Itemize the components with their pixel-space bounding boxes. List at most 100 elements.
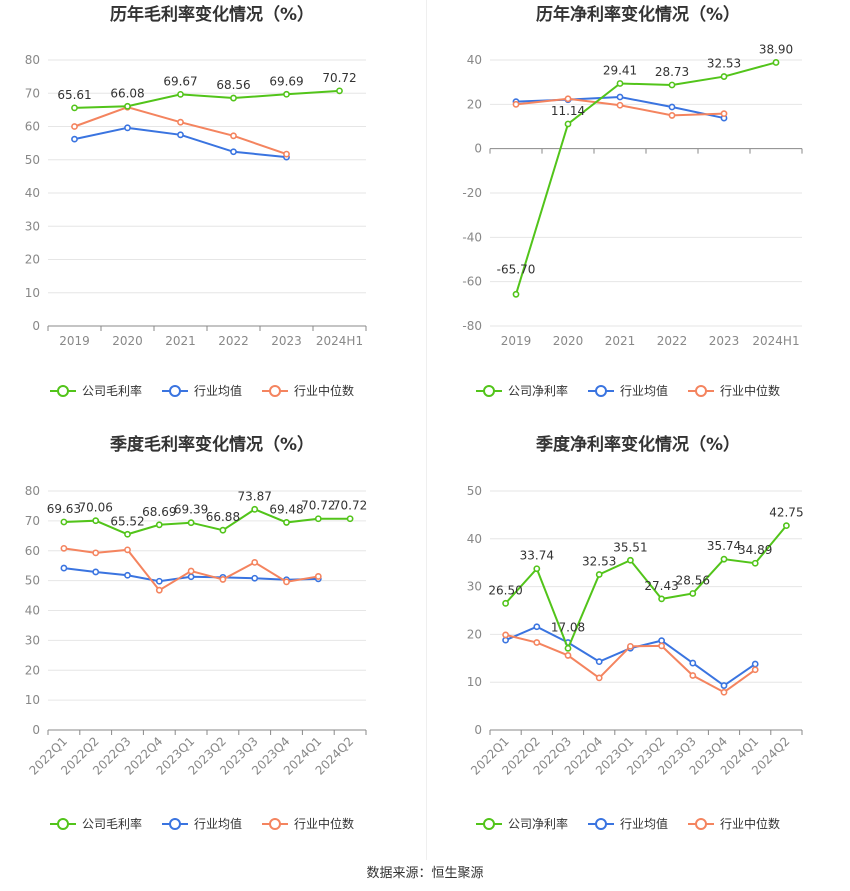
data-point-industry_median[interactable] xyxy=(219,576,227,583)
legend-item-industry_avg[interactable]: 行业均值 xyxy=(588,383,668,398)
data-point-industry_avg[interactable] xyxy=(177,131,184,139)
legend-item-industry_avg[interactable]: 行业均值 xyxy=(588,816,668,831)
legend-marker xyxy=(595,385,607,397)
data-point-industry_avg[interactable] xyxy=(187,573,195,581)
data-point-industry_median[interactable] xyxy=(314,573,322,580)
data-point-industry_avg[interactable] xyxy=(502,636,509,644)
legend-marker xyxy=(595,818,607,830)
data-point-industry_median[interactable] xyxy=(720,110,728,118)
legend-marker xyxy=(169,818,181,830)
legend-item-industry_avg[interactable]: 行业均值 xyxy=(162,816,242,831)
data-point-industry_avg[interactable] xyxy=(124,571,131,579)
data-point-industry_avg[interactable] xyxy=(533,623,541,631)
data-point-industry_median[interactable] xyxy=(720,688,728,696)
data-point-industry_avg[interactable] xyxy=(71,135,78,143)
legend-item-industry_avg[interactable]: 行业均值 xyxy=(162,383,242,398)
y-tick-label: 20 xyxy=(467,627,482,641)
data-point-company[interactable] xyxy=(283,519,290,526)
data-point-company[interactable] xyxy=(658,595,665,603)
data-point-company[interactable] xyxy=(668,81,676,89)
data-point-industry_median[interactable] xyxy=(595,674,603,682)
data-point-industry_median[interactable] xyxy=(626,642,634,650)
legend-item-industry_median[interactable]: 行业中位数 xyxy=(688,816,780,831)
data-point-company[interactable] xyxy=(720,555,728,563)
y-tick-label: 0 xyxy=(32,319,40,333)
data-point-company[interactable] xyxy=(60,518,68,526)
data-point-company[interactable] xyxy=(595,571,603,578)
legend-item-industry_median[interactable]: 行业中位数 xyxy=(688,383,780,398)
data-point-company[interactable] xyxy=(533,565,541,573)
data-point-company[interactable] xyxy=(336,87,343,95)
data-point-company[interactable] xyxy=(512,290,520,298)
data-point-company[interactable] xyxy=(230,94,237,102)
legend-item-industry_median[interactable]: 行业中位数 xyxy=(262,383,354,398)
data-point-industry_avg[interactable] xyxy=(668,103,676,111)
data-point-industry_median[interactable] xyxy=(124,546,131,554)
data-point-company[interactable] xyxy=(564,644,572,652)
data-point-company[interactable] xyxy=(187,519,195,527)
data-label: 69.39 xyxy=(174,503,208,517)
data-point-industry_median[interactable] xyxy=(564,652,572,659)
data-point-industry_avg[interactable] xyxy=(124,124,131,132)
data-point-industry_avg[interactable] xyxy=(751,660,759,668)
data-point-industry_median[interactable] xyxy=(512,100,520,108)
data-label: 28.73 xyxy=(655,65,689,79)
data-point-company[interactable] xyxy=(772,59,780,66)
data-point-industry_avg[interactable] xyxy=(689,659,697,667)
data-point-company[interactable] xyxy=(155,521,163,529)
data-point-industry_median[interactable] xyxy=(283,578,290,586)
data-point-company[interactable] xyxy=(314,515,322,523)
data-point-industry_avg[interactable] xyxy=(720,682,728,689)
x-tick-label: 2021 xyxy=(605,334,636,348)
data-point-company[interactable] xyxy=(219,526,227,534)
data-source: 数据来源：恒生聚源 xyxy=(366,866,484,881)
data-point-industry_avg[interactable] xyxy=(155,577,163,585)
data-point-company[interactable] xyxy=(502,599,509,607)
data-point-industry_median[interactable] xyxy=(251,559,259,566)
data-point-industry_avg[interactable] xyxy=(658,637,665,645)
data-point-industry_median[interactable] xyxy=(187,567,195,575)
data-point-company[interactable] xyxy=(626,556,634,564)
data-point-industry_median[interactable] xyxy=(616,101,624,109)
data-point-company[interactable] xyxy=(782,522,790,530)
data-point-industry_avg[interactable] xyxy=(616,93,624,101)
data-point-company[interactable] xyxy=(564,120,572,128)
data-point-company[interactable] xyxy=(720,73,728,80)
data-point-industry_median[interactable] xyxy=(502,631,509,639)
data-point-industry_median[interactable] xyxy=(564,95,572,103)
data-point-company[interactable] xyxy=(346,515,354,523)
data-point-industry_median[interactable] xyxy=(177,118,184,126)
data-point-company[interactable] xyxy=(124,530,131,538)
data-point-company[interactable] xyxy=(251,505,259,513)
data-point-company[interactable] xyxy=(616,80,624,87)
legend-item-company[interactable]: 公司净利率 xyxy=(476,383,568,398)
data-point-industry_avg[interactable] xyxy=(92,568,100,576)
data-point-industry_avg[interactable] xyxy=(251,574,259,582)
data-point-company[interactable] xyxy=(71,104,78,112)
data-point-industry_median[interactable] xyxy=(283,150,290,158)
data-point-company[interactable] xyxy=(283,90,290,98)
data-point-company[interactable] xyxy=(751,559,759,567)
data-point-industry_median[interactable] xyxy=(155,586,163,594)
chart-annual-gross-margin: 历年毛利率变化情况（%） 0 10 20 30 40 50 60 70 80 2019 2020 202… xyxy=(25,4,367,398)
data-point-industry_median[interactable] xyxy=(658,642,665,650)
legend-item-company[interactable]: 公司毛利率 xyxy=(50,816,142,831)
data-point-industry_median[interactable] xyxy=(71,123,78,130)
legend-item-industry_median[interactable]: 行业中位数 xyxy=(262,816,354,831)
data-point-industry_median[interactable] xyxy=(230,132,237,140)
data-point-industry_median[interactable] xyxy=(689,672,697,679)
legend-item-company[interactable]: 公司净利率 xyxy=(476,816,568,831)
data-point-industry_median[interactable] xyxy=(60,544,68,552)
data-point-company[interactable] xyxy=(689,590,697,597)
data-point-company[interactable] xyxy=(124,102,131,110)
data-point-industry_median[interactable] xyxy=(751,666,759,674)
data-point-industry_avg[interactable] xyxy=(60,564,68,572)
data-point-industry_median[interactable] xyxy=(92,549,100,557)
data-point-industry_avg[interactable] xyxy=(595,658,603,666)
data-point-industry_median[interactable] xyxy=(533,639,541,646)
data-point-industry_median[interactable] xyxy=(668,112,676,119)
legend-item-company[interactable]: 公司毛利率 xyxy=(50,383,142,398)
data-point-company[interactable] xyxy=(177,90,184,98)
data-point-company[interactable] xyxy=(92,517,100,525)
data-point-industry_avg[interactable] xyxy=(230,148,237,156)
